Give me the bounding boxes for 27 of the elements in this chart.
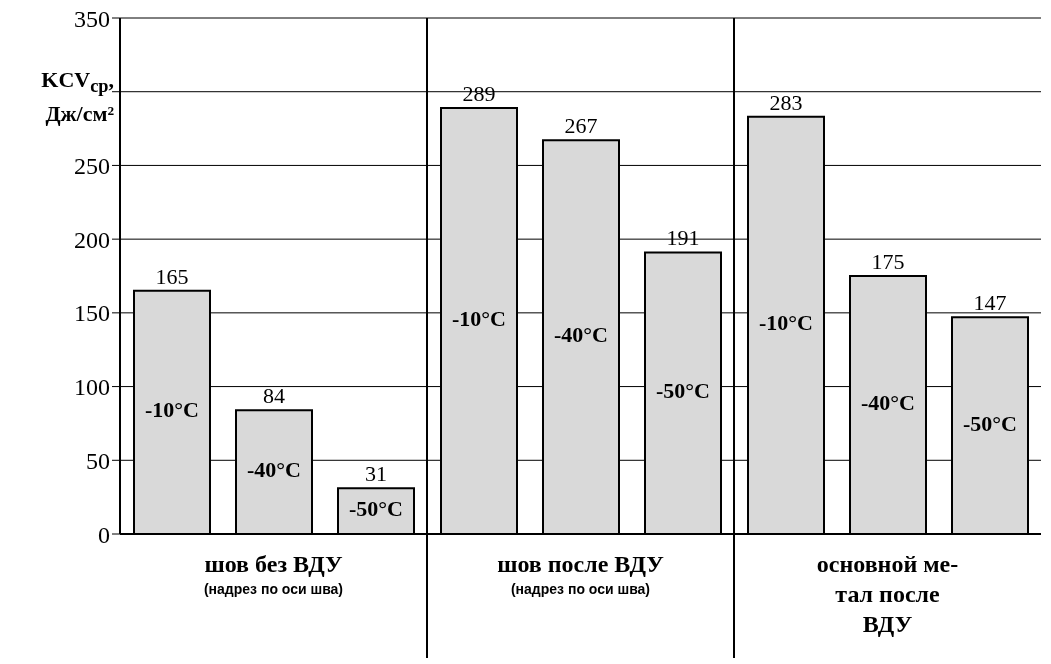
data-label: 31 [365, 461, 387, 487]
text: -50°C [962, 410, 1018, 436]
y-tick-label: 150 [74, 300, 110, 327]
series-label: -10°C [144, 397, 200, 423]
series-label: -50°C [348, 496, 404, 522]
text: -40°C [860, 390, 916, 416]
data-label: 84 [263, 383, 285, 409]
data-label: 283 [769, 89, 803, 115]
x-tick-label: шов без ВДУ (надрез по оси шва) [203, 551, 344, 597]
text: -40°C [553, 322, 609, 348]
y-tick-label: 100 [74, 374, 110, 401]
y-tick-label: 50 [86, 447, 110, 474]
y-tick-label: 0 [98, 521, 110, 548]
x-tick-label: шов после ВДУ (надрез по оси шва) [497, 551, 665, 597]
data-label: 175 [871, 249, 905, 274]
y-axis-title: KCV$_{ср}$, Дж/см² [40, 66, 114, 129]
y-tick-label: 350 [74, 5, 110, 32]
series-label: -40°C [246, 457, 302, 483]
x-tick-label: основной ме- тал после ВДУ [816, 551, 959, 637]
text: -10°C [451, 306, 507, 332]
data-label: 165 [155, 263, 189, 289]
data-label: 267 [564, 113, 598, 139]
text: -50°C [655, 378, 711, 404]
text: -10°C [758, 310, 814, 336]
y-tick-label: 250 [74, 152, 110, 179]
y-tick-label: 200 [74, 226, 110, 253]
data-label: 147 [973, 290, 1007, 316]
